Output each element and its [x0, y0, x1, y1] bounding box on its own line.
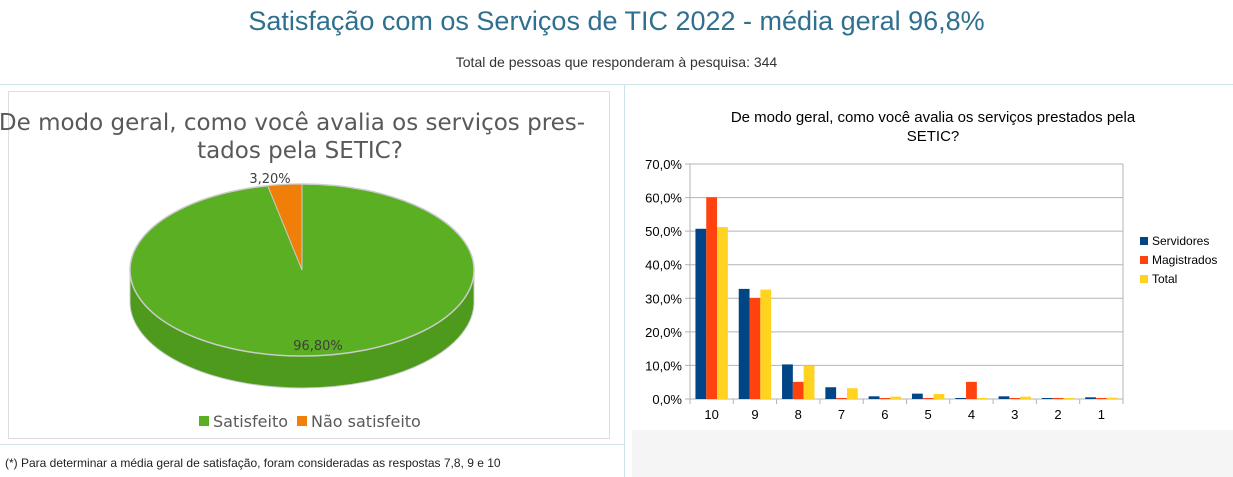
bar-total-2 [1063, 397, 1075, 399]
y-tick-label: 20,0% [645, 325, 682, 340]
bar-servidores-7 [825, 387, 837, 399]
divider [0, 444, 624, 445]
y-tick-label: 50,0% [645, 224, 682, 239]
bar-magistrados-8 [792, 381, 804, 399]
y-tick-label: 70,0% [645, 157, 682, 172]
legend-swatch [1140, 275, 1148, 283]
divider [624, 84, 625, 477]
pie-title: De modo geral, como você avalia os servi… [0, 110, 585, 136]
pie-slice-nao-satisfeito [266, 183, 303, 271]
bar-total-1 [1106, 397, 1118, 399]
bar-servidores-1 [1085, 397, 1096, 399]
bar-total-9 [760, 289, 772, 399]
x-tick-label: 7 [838, 407, 845, 422]
y-tick-label: 40,0% [645, 258, 682, 273]
x-tick-label: 9 [751, 407, 758, 422]
bar-magistrados-9 [749, 297, 761, 399]
data-label: 3,20% [249, 172, 290, 187]
bar-servidores-4 [955, 397, 967, 399]
bar-magistrados-10 [706, 197, 718, 399]
bar-servidores-3 [998, 396, 1010, 399]
bar-total-10 [717, 227, 728, 399]
x-tick-label: 5 [925, 407, 932, 422]
bar-chart-area [632, 88, 1233, 430]
pie-title: tados pela SETIC? [197, 138, 403, 164]
respondents-count: Total de pessoas que responderam à pesqu… [455, 54, 778, 70]
x-tick-label: 8 [795, 407, 802, 422]
legend-swatch [297, 416, 307, 426]
bar-servidores-5 [911, 393, 923, 399]
bar-servidores-2 [1041, 397, 1053, 399]
bar-magistrados-4 [966, 381, 977, 399]
bar-servidores-8 [782, 364, 793, 399]
bar-magistrados-5 [922, 397, 934, 399]
bar-total-8 [803, 365, 815, 399]
legend-swatch [1140, 256, 1148, 264]
y-tick-label: 0,0% [652, 392, 682, 407]
x-tick-label: 6 [881, 407, 888, 422]
bar-servidores-10 [695, 228, 707, 399]
bar-magistrados-3 [1009, 397, 1021, 399]
legend-swatch [1140, 237, 1148, 245]
y-tick-label: 60,0% [645, 191, 682, 206]
bar-title: SETIC? [907, 128, 960, 145]
bar-total-4 [976, 397, 988, 399]
x-tick-label: 10 [704, 407, 718, 422]
y-tick-label: 10,0% [645, 358, 682, 373]
page-title: Satisfação com os Serviços de TIC 2022 -… [248, 6, 985, 36]
bar-total-3 [1020, 396, 1031, 399]
x-tick-label: 4 [968, 407, 975, 422]
legend-label: Satisfeito [213, 412, 288, 431]
footnote: (*) Para determinar a média geral de sat… [5, 456, 501, 470]
data-label: 96,80% [293, 339, 343, 354]
x-tick-label: 3 [1011, 407, 1018, 422]
bar-magistrados-1 [1095, 397, 1107, 399]
bar-magistrados-6 [879, 397, 891, 399]
bar-total-6 [890, 396, 902, 399]
legend-label: Não satisfeito [311, 412, 421, 431]
bar-total-5 [933, 393, 945, 399]
legend-swatch [199, 416, 209, 426]
bar-servidores-9 [738, 288, 750, 399]
legend-label: Servidores [1152, 234, 1209, 248]
y-tick-label: 30,0% [645, 291, 682, 306]
bar-magistrados-7 [836, 397, 847, 399]
x-tick-label: 2 [1054, 407, 1061, 422]
divider [0, 84, 1233, 85]
x-tick-label: 1 [1098, 407, 1105, 422]
legend-label: Magistrados [1152, 253, 1217, 267]
bar-servidores-6 [868, 396, 880, 399]
legend-label: Total [1152, 272, 1177, 286]
bar-magistrados-2 [1052, 397, 1064, 399]
bar-title: De modo geral, como você avalia os servi… [731, 109, 1136, 126]
bar-total-7 [846, 388, 858, 399]
